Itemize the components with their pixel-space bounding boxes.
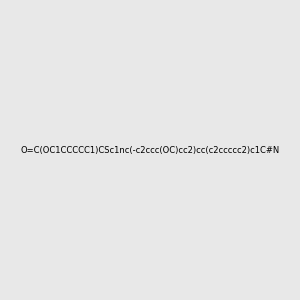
Text: O=C(OC1CCCCC1)CSc1nc(-c2ccc(OC)cc2)cc(c2ccccc2)c1C#N: O=C(OC1CCCCC1)CSc1nc(-c2ccc(OC)cc2)cc(c2… [20, 146, 280, 154]
